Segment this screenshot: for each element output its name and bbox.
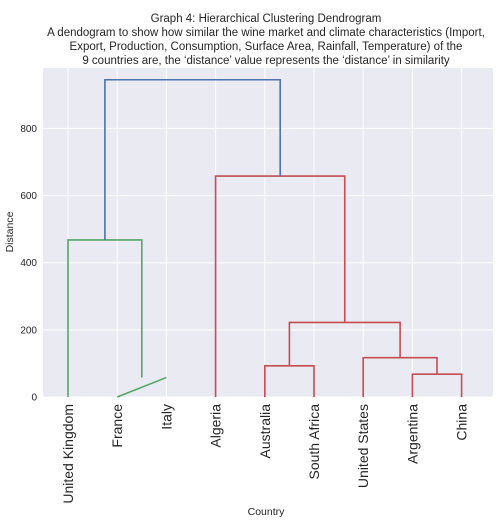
x-axis-tick-labels: United Kingdom France Italy Algeria Australi… — [60, 404, 470, 504]
x-tick-label: France — [109, 404, 125, 448]
title-line: Graph 4: Hierarchical Clustering Dendrog… — [151, 13, 382, 25]
title-line: 9 countries are, the ‘distance’ value re… — [82, 55, 450, 67]
x-tick-label: United States — [355, 404, 371, 488]
dendrogram-links — [67, 78, 463, 398]
plot-area — [43, 68, 493, 397]
title-line: A dendogram to show how similar the wine… — [47, 27, 485, 39]
grid-lines — [43, 68, 493, 398]
x-tick-label: China — [454, 404, 470, 441]
x-tick-label: Australia — [257, 404, 273, 459]
x-tick-label: Italy — [158, 404, 174, 430]
y-tick-label: 0 — [31, 393, 37, 404]
x-tick-label: South Africa — [306, 404, 322, 480]
y-axis-label: Distance — [4, 211, 16, 252]
y-tick-label: 800 — [20, 124, 37, 135]
x-tick-label: United Kingdom — [60, 404, 76, 504]
x-tick-label: Algeria — [208, 404, 224, 448]
y-tick-label: 400 — [20, 258, 37, 269]
chart-title: Graph 4: Hierarchical Clustering Dendrog… — [47, 13, 485, 67]
y-tick-label: 200 — [20, 325, 37, 336]
dendrogram-link — [116, 376, 167, 398]
x-axis-label: Country — [248, 506, 286, 518]
x-tick-label: Argentina — [404, 404, 420, 464]
y-axis-tick-labels: 0 200 400 600 800 — [20, 124, 37, 404]
title-line: Export, Production, Consumption, Surface… — [70, 41, 463, 53]
y-tick-label: 600 — [20, 191, 37, 202]
dendrogram-link — [104, 78, 281, 240]
